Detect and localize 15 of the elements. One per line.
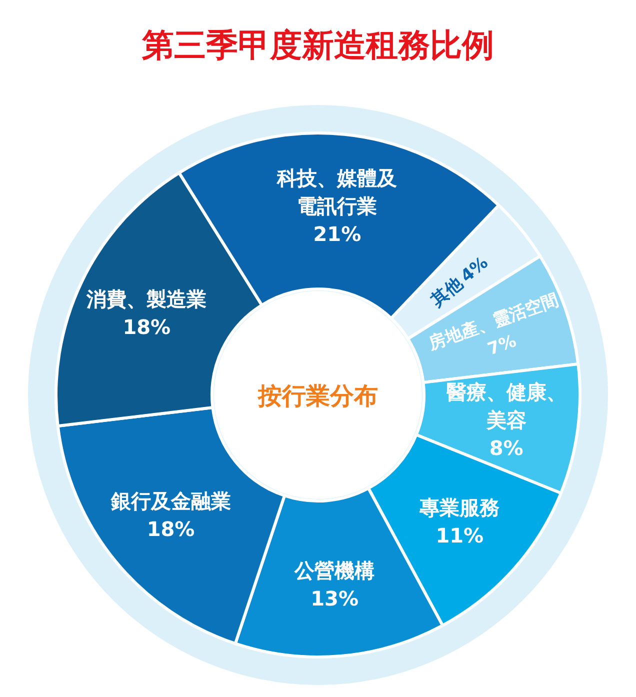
slice-label: 醫療、健康、美容 <box>446 380 566 432</box>
data-label: 18% <box>146 517 195 542</box>
slice-label: 銀行及金融業 <box>110 489 231 514</box>
data-label: 21% <box>313 222 362 246</box>
slice-label: 專業服務 <box>418 496 500 520</box>
data-label: 18% <box>122 314 171 339</box>
data-label: 13% <box>310 586 358 610</box>
slice-label: 公營機構 <box>294 558 375 582</box>
text: 按行業分布 <box>257 382 378 410</box>
chart-title: 第三季甲度新造租務比例 <box>141 26 494 64</box>
data-label: 8% <box>489 436 524 460</box>
data-label: 7% <box>485 331 519 360</box>
data-label: 11% <box>436 524 484 548</box>
slice-label: 科技、媒體及電訊行業 <box>276 166 398 218</box>
slice-label: 消費、製造業 <box>86 286 207 311</box>
